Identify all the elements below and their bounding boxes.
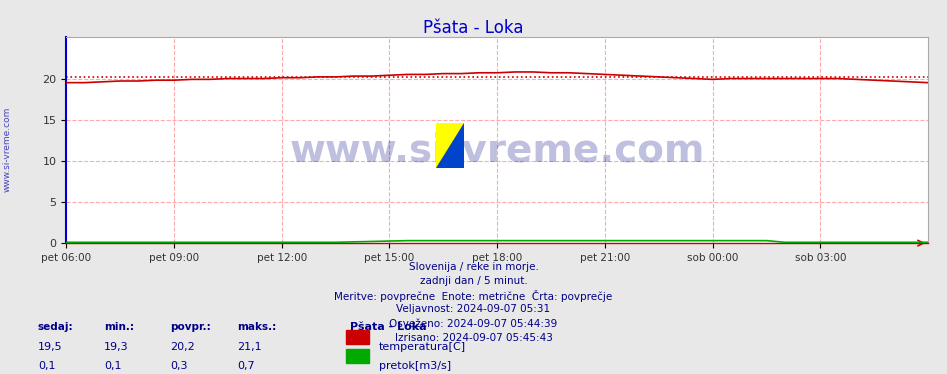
Text: 21,1: 21,1 (237, 342, 261, 352)
Text: 0,3: 0,3 (170, 361, 188, 371)
Text: 19,3: 19,3 (104, 342, 129, 352)
Text: pretok[m3/s]: pretok[m3/s] (379, 361, 451, 371)
Text: 0,7: 0,7 (237, 361, 255, 371)
Polygon shape (436, 123, 464, 168)
Text: 19,5: 19,5 (38, 342, 63, 352)
Text: maks.:: maks.: (237, 322, 276, 332)
Text: zadnji dan / 5 minut.: zadnji dan / 5 minut. (420, 276, 527, 286)
Text: min.:: min.: (104, 322, 134, 332)
Text: temperatura[C]: temperatura[C] (379, 342, 466, 352)
Text: Slovenija / reke in morje.: Slovenija / reke in morje. (408, 262, 539, 272)
Text: 20,2: 20,2 (170, 342, 195, 352)
Text: Izrisano: 2024-09-07 05:45:43: Izrisano: 2024-09-07 05:45:43 (395, 333, 552, 343)
Text: Pšata - Loka: Pšata - Loka (350, 322, 427, 332)
Text: povpr.:: povpr.: (170, 322, 211, 332)
Text: Pšata - Loka: Pšata - Loka (423, 19, 524, 37)
Text: 0,1: 0,1 (104, 361, 121, 371)
Text: sedaj:: sedaj: (38, 322, 74, 332)
Text: Meritve: povprečne  Enote: metrične  Črta: povprečje: Meritve: povprečne Enote: metrične Črta:… (334, 290, 613, 302)
Text: Osveženo: 2024-09-07 05:44:39: Osveženo: 2024-09-07 05:44:39 (389, 319, 558, 329)
Text: www.si-vreme.com: www.si-vreme.com (3, 107, 12, 192)
Polygon shape (436, 123, 464, 168)
Text: 0,1: 0,1 (38, 361, 55, 371)
Text: Veljavnost: 2024-09-07 05:31: Veljavnost: 2024-09-07 05:31 (397, 304, 550, 315)
Text: www.si-vreme.com: www.si-vreme.com (290, 132, 705, 169)
